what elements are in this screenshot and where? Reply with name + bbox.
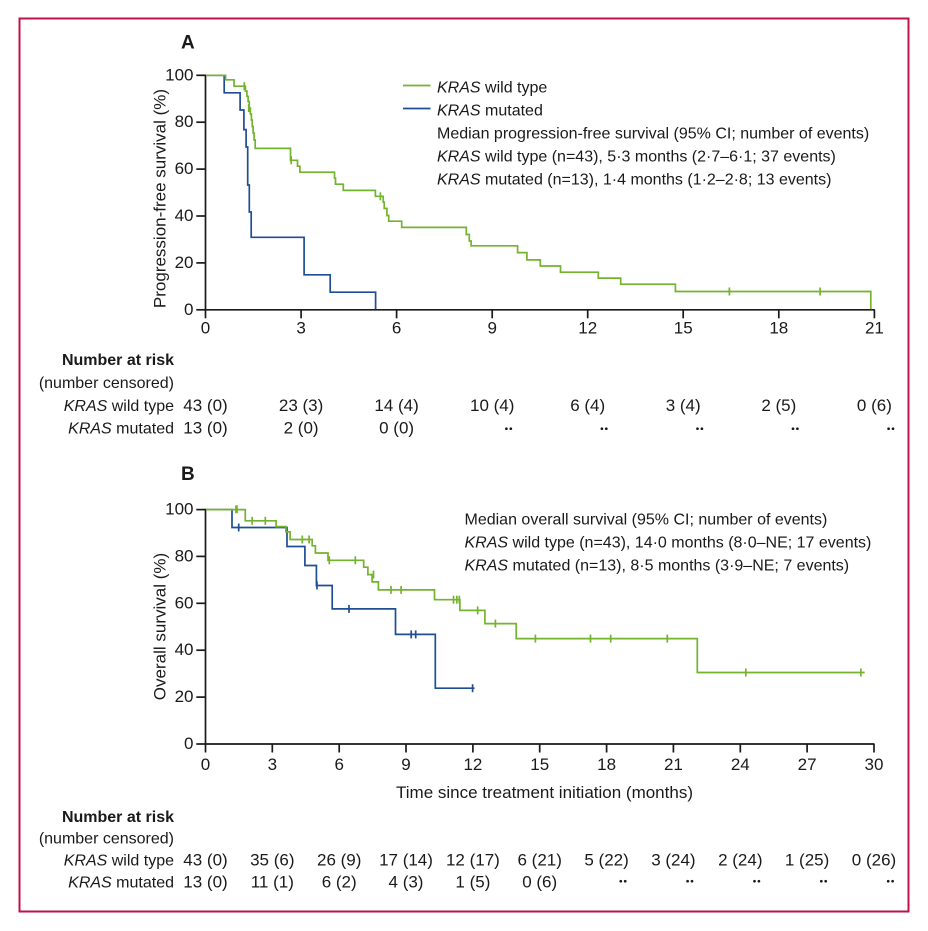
svg-text:KRAS mutated (n=13), 1·4 month: KRAS mutated (n=13), 1·4 months (1·2–2·8…	[437, 172, 831, 189]
svg-text:Time since treatment initiatio: Time since treatment initiation (months)	[396, 783, 693, 802]
svg-text:14 (4): 14 (4)	[374, 396, 418, 415]
svg-text:KRAS mutated: KRAS mutated	[437, 103, 543, 120]
svg-text:40: 40	[175, 640, 194, 659]
svg-text:18: 18	[769, 319, 788, 338]
svg-text:Number at risk: Number at risk	[62, 809, 174, 826]
svg-text:21: 21	[865, 319, 884, 338]
svg-text:1 (5): 1 (5)	[455, 873, 490, 892]
svg-text:(number censored): (number censored)	[39, 375, 174, 392]
svg-text:2 (5): 2 (5)	[761, 396, 796, 415]
svg-text:(number censored): (number censored)	[39, 831, 174, 848]
svg-text:Median progression-free surviv: Median progression-free survival (95% CI…	[437, 126, 869, 143]
svg-text:11 (1): 11 (1)	[251, 873, 294, 892]
svg-text:0 (6): 0 (6)	[522, 873, 557, 892]
svg-text:6 (21): 6 (21)	[517, 851, 561, 870]
svg-text:KRAS mutated: KRAS mutated	[68, 875, 174, 892]
svg-text:Median overall survival (95% C: Median overall survival (95% CI; number …	[465, 512, 828, 529]
svg-text:Number at risk: Number at risk	[62, 352, 174, 369]
svg-text:15: 15	[674, 319, 693, 338]
svg-text:40: 40	[175, 206, 194, 225]
svg-text:0 (26): 0 (26)	[852, 851, 896, 870]
svg-text:6 (2): 6 (2)	[322, 873, 357, 892]
svg-text:21: 21	[664, 755, 683, 774]
svg-text:23 (3): 23 (3)	[279, 396, 323, 415]
svg-text:1 (25): 1 (25)	[785, 851, 829, 870]
svg-text:3: 3	[296, 319, 305, 338]
svg-text:KRAS wild type: KRAS wild type	[64, 853, 174, 870]
svg-text:KRAS wild type (n=43), 14·0 mo: KRAS wild type (n=43), 14·0 months (8·0–…	[465, 535, 872, 552]
svg-text:KRAS mutated (n=13), 8·5 month: KRAS mutated (n=13), 8·5 months (3·9–NE;…	[465, 558, 850, 575]
svg-text:B: B	[181, 464, 195, 485]
svg-text:Progression-free survival (%): Progression-free survival (%)	[151, 89, 170, 308]
svg-text:0: 0	[201, 755, 210, 774]
svg-text:20: 20	[175, 687, 194, 706]
svg-text:KRAS wild type: KRAS wild type	[437, 80, 547, 97]
svg-text:13 (0): 13 (0)	[183, 873, 227, 892]
svg-text:KRAS wild type (n=43), 5·3 mon: KRAS wild type (n=43), 5·3 months (2·7–6…	[437, 149, 836, 166]
svg-text:17 (14): 17 (14)	[379, 851, 433, 870]
svg-text:12: 12	[578, 319, 597, 338]
svg-text:KRAS wild type: KRAS wild type	[64, 398, 174, 415]
svg-text:12 (17): 12 (17)	[446, 851, 500, 870]
svg-text:0: 0	[184, 300, 193, 319]
svg-text:30: 30	[865, 755, 884, 774]
svg-text:4 (3): 4 (3)	[389, 873, 424, 892]
svg-text:2 (0): 2 (0)	[284, 419, 319, 438]
svg-text:6 (4): 6 (4)	[570, 396, 605, 415]
svg-text:43 (0): 43 (0)	[183, 851, 227, 870]
svg-text:9: 9	[487, 319, 496, 338]
svg-text:80: 80	[175, 112, 194, 131]
svg-text:24: 24	[731, 755, 750, 774]
svg-text:0: 0	[201, 319, 210, 338]
svg-text:KRAS mutated: KRAS mutated	[68, 421, 174, 438]
svg-text:10 (4): 10 (4)	[470, 396, 514, 415]
svg-text:100: 100	[165, 500, 193, 519]
svg-text:0 (6): 0 (6)	[857, 396, 892, 415]
svg-text:35 (6): 35 (6)	[250, 851, 294, 870]
svg-text:15: 15	[530, 755, 549, 774]
svg-text:6: 6	[392, 319, 401, 338]
svg-text:20: 20	[175, 253, 194, 272]
svg-text:3 (24): 3 (24)	[651, 851, 695, 870]
svg-text:6: 6	[334, 755, 343, 774]
svg-text:13 (0): 13 (0)	[183, 419, 227, 438]
svg-text:A: A	[181, 33, 195, 54]
svg-text:9: 9	[401, 755, 410, 774]
svg-text:12: 12	[463, 755, 482, 774]
svg-text:3 (4): 3 (4)	[666, 396, 701, 415]
svg-text:60: 60	[175, 159, 194, 178]
svg-text:0 (0): 0 (0)	[379, 419, 414, 438]
svg-text:43 (0): 43 (0)	[183, 396, 227, 415]
svg-text:26 (9): 26 (9)	[317, 851, 361, 870]
svg-text:60: 60	[175, 593, 194, 612]
svg-text:100: 100	[165, 65, 193, 84]
svg-text:5 (22): 5 (22)	[584, 851, 628, 870]
svg-text:2 (24): 2 (24)	[718, 851, 762, 870]
svg-text:0: 0	[184, 734, 193, 753]
svg-text:80: 80	[175, 546, 194, 565]
svg-text:Overall survival (%): Overall survival (%)	[151, 553, 170, 700]
svg-text:3: 3	[268, 755, 277, 774]
svg-text:27: 27	[798, 755, 817, 774]
svg-text:18: 18	[597, 755, 616, 774]
